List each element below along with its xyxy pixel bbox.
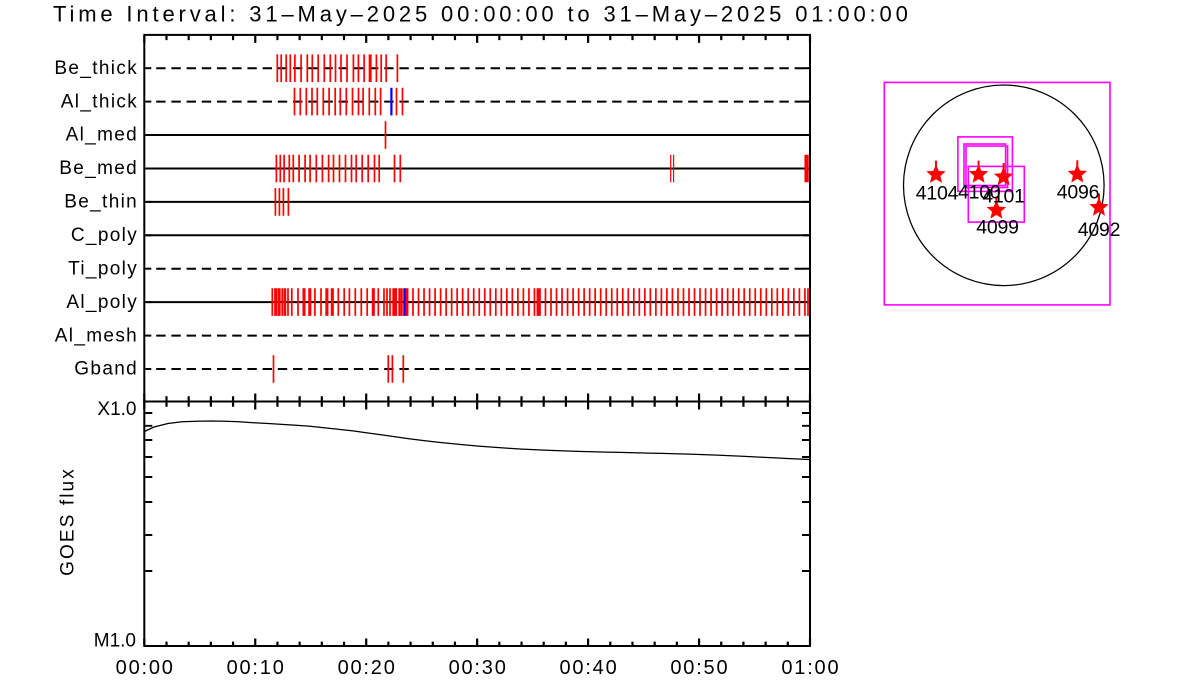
svg-text:GOES flux: GOES flux [58,467,79,576]
svg-text:X1.0: X1.0 [97,399,136,420]
svg-text:4100: 4100 [958,182,1001,204]
svg-text:Al_thick: Al_thick [61,91,138,112]
svg-text:01:00: 01:00 [781,657,840,679]
svg-text:Time Interval: 31–May–2025 00:: Time Interval: 31–May–2025 00:00:00 to 3… [53,2,912,27]
svg-text:Al_med: Al_med [66,125,139,146]
svg-text:Ti_poly: Ti_poly [68,258,138,279]
svg-text:Gband: Gband [74,359,138,380]
svg-text:Be_thin: Be_thin [64,192,138,213]
svg-text:4101: 4101 [982,186,1025,208]
svg-text:M1.0: M1.0 [94,630,136,651]
svg-text:4096: 4096 [1057,182,1100,204]
svg-text:Al_poly: Al_poly [66,292,138,313]
svg-text:00:50: 00:50 [670,657,729,679]
svg-text:Al_mesh: Al_mesh [55,325,138,346]
svg-text:4092: 4092 [1078,219,1121,241]
svg-text:4099: 4099 [976,217,1019,239]
svg-text:00:20: 00:20 [338,657,397,679]
svg-text:Be_thick: Be_thick [54,58,138,79]
svg-text:00:40: 00:40 [559,657,618,679]
svg-text:00:30: 00:30 [449,657,508,679]
svg-text:Be_med: Be_med [59,158,138,179]
svg-text:00:00: 00:00 [116,657,175,679]
svg-text:00:10: 00:10 [227,657,286,679]
svg-text:C_poly: C_poly [71,225,138,246]
svg-text:4104: 4104 [916,183,959,205]
